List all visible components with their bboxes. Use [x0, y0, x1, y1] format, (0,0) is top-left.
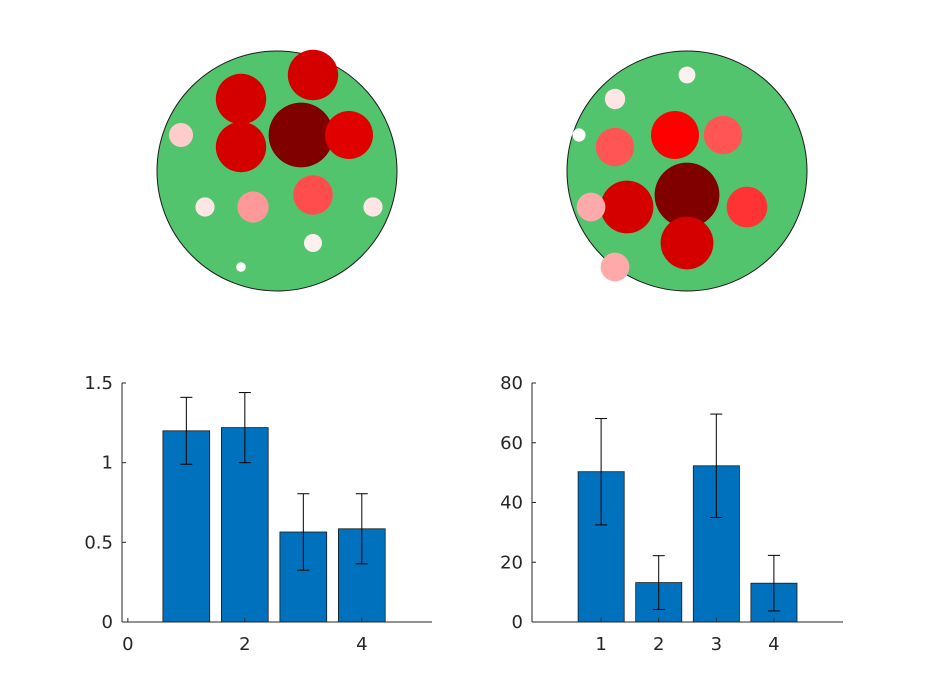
- data-circle: [660, 216, 714, 270]
- data-circle: [215, 73, 267, 125]
- x-tick-label: 4: [768, 634, 779, 655]
- x-tick-label: 4: [356, 634, 367, 655]
- y-tick-label: 80: [500, 373, 523, 394]
- data-circle: [293, 175, 333, 215]
- y-tick-label: 20: [500, 552, 523, 573]
- data-circle: [703, 115, 743, 155]
- y-tick-label: 0.5: [84, 532, 113, 553]
- data-circle: [169, 123, 193, 147]
- y-tick-label: 0: [512, 612, 523, 633]
- y-tick-label: 0: [102, 612, 113, 633]
- data-circle: [726, 186, 768, 228]
- data-circle: [651, 111, 699, 159]
- x-tick-label: 2: [653, 634, 664, 655]
- data-circle: [604, 88, 626, 110]
- data-circle: [600, 252, 630, 282]
- bar-chart-right: 0 20 40 60 80 1 2 3 4: [500, 373, 843, 655]
- data-circle: [363, 197, 383, 217]
- x-tick-label: 2: [239, 634, 250, 655]
- data-circle: [572, 128, 586, 142]
- data-circle: [654, 162, 720, 228]
- data-circle: [595, 127, 635, 167]
- circle-dish-right: [566, 50, 808, 292]
- data-circle: [287, 49, 339, 101]
- y-tick-label: 40: [500, 493, 523, 514]
- x-tick-label: 0: [122, 634, 133, 655]
- x-tick-label: 3: [711, 634, 722, 655]
- data-circle: [268, 102, 334, 168]
- y-tick-label: 1: [102, 453, 113, 474]
- data-circle: [600, 180, 654, 234]
- y-tick-label: 1.5: [84, 373, 113, 394]
- data-circle: [304, 234, 322, 252]
- y-tick-label: 60: [500, 433, 523, 454]
- data-circle: [195, 197, 215, 217]
- bar-chart-left: 0 0.5 1 1.5 0 2 4: [84, 373, 432, 655]
- data-circle: [236, 262, 246, 272]
- data-circle: [215, 121, 267, 173]
- data-circle: [576, 192, 606, 222]
- x-tick-label: 1: [595, 634, 606, 655]
- dish-background: [156, 50, 398, 292]
- data-circle: [678, 66, 696, 84]
- data-circle: [325, 111, 373, 159]
- circle-dish-left: [156, 49, 398, 292]
- data-circle: [237, 191, 269, 223]
